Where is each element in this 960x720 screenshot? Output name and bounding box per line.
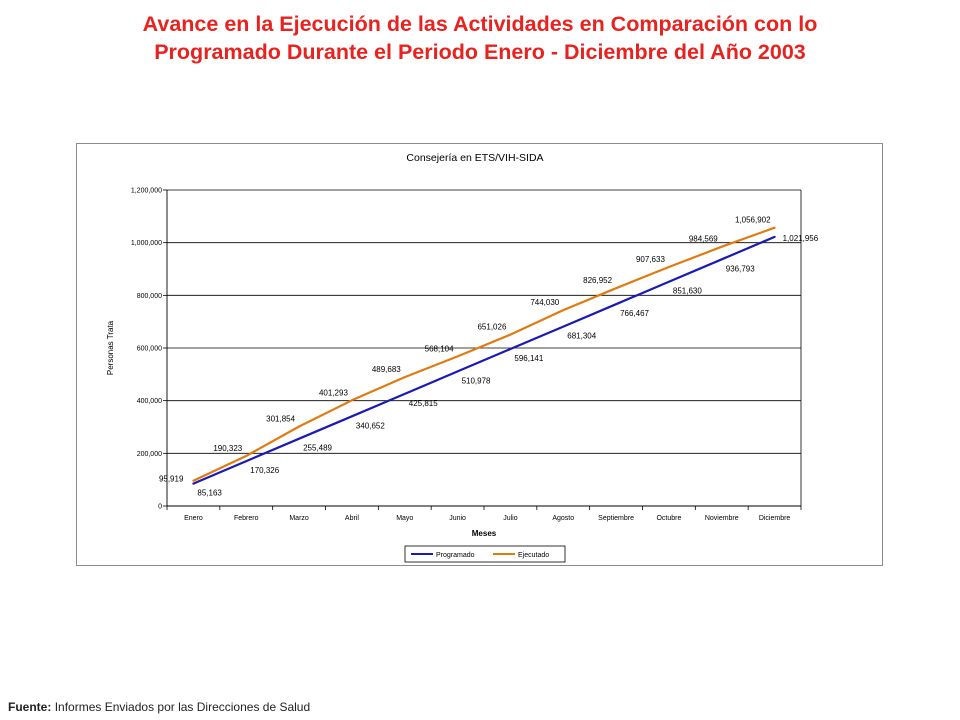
line-chart: Consejería en ETS/VIH-SIDA Meses Persona… — [106, 152, 819, 563]
slide-title-line-1: Avance en la Ejecución de las Actividade… — [142, 12, 818, 36]
y-axis-title: Personas Trata — [106, 320, 115, 375]
data-label-programado: 936,793 — [726, 264, 755, 273]
data-label-ejecutado: 95,919 — [159, 475, 184, 484]
y-tick-label: 1,200,000 — [131, 188, 162, 195]
data-label-ejecutado: 744,030 — [530, 298, 559, 307]
data-label-programado: 766,467 — [620, 309, 649, 318]
data-label-programado: 1,021,956 — [783, 234, 819, 243]
x-tick-label: Junio — [449, 515, 466, 522]
y-tick-label: 200,000 — [137, 451, 162, 458]
data-label-ejecutado: 568,104 — [425, 344, 454, 353]
source-note: Fuente: Informes Enviados por las Direcc… — [8, 700, 310, 714]
data-label-programado: 851,630 — [673, 287, 702, 296]
data-label-ejecutado: 651,026 — [477, 323, 506, 332]
y-tick-label: 0 — [158, 504, 162, 511]
data-label-programado: 85,163 — [197, 489, 222, 498]
x-tick-label: Abril — [345, 515, 359, 522]
legend-label-ejecutado: Ejecutado — [518, 552, 549, 559]
data-label-ejecutado: 401,293 — [319, 388, 348, 397]
axes: 0 200,000 400,000 600,000 800,000 1,000,000 1,… — [131, 188, 802, 522]
slide-title: Avance en la Ejecución de las Actividade… — [0, 10, 960, 66]
series-line-programado — [192, 235, 776, 485]
x-tick-label: Octubre — [656, 515, 681, 522]
data-label-programado: 596,141 — [514, 354, 543, 363]
x-tick-label: Julio — [503, 515, 518, 522]
data-label-ejecutado: 190,323 — [213, 444, 242, 453]
chart-frame: Consejería en ETS/VIH-SIDA Meses Persona… — [76, 143, 883, 566]
data-label-ejecutado: 826,952 — [583, 276, 612, 285]
data-label-programado: 510,978 — [462, 376, 491, 385]
x-tick-label: Septiembre — [598, 515, 634, 522]
legend-box — [404, 545, 566, 563]
data-label-ejecutado: 984,569 — [689, 235, 718, 244]
series-line-ejecutado — [192, 226, 776, 482]
y-tick-label: 600,000 — [137, 346, 162, 353]
y-tick-label: 800,000 — [137, 293, 162, 300]
data-label-ejecutado: 489,683 — [372, 365, 401, 374]
data-label-ejecutado: 301,854 — [266, 415, 295, 424]
source-text: Informes Enviados por las Direcciones de… — [54, 700, 311, 714]
x-tick-label: Mayo — [396, 515, 413, 522]
x-tick-label: Febrero — [234, 515, 259, 522]
source-label: Fuente: — [8, 700, 52, 714]
x-tick-label: Noviembre — [705, 515, 739, 522]
y-tick-label: 400,000 — [137, 398, 162, 405]
data-label-ejecutado: 907,633 — [636, 255, 665, 264]
data-label-programado: 170,326 — [250, 466, 279, 475]
gridlines — [167, 189, 802, 506]
data-label-programado: 340,652 — [356, 421, 385, 430]
x-tick-label: Marzo — [289, 515, 309, 522]
slide-title-line-2: Programado Durante el Periodo Enero - Di… — [154, 40, 806, 64]
series-lines — [192, 226, 776, 485]
x-tick-label: Diciembre — [759, 515, 791, 522]
legend-label-programado: Programado — [436, 552, 475, 559]
x-tick-label: Enero — [184, 515, 203, 522]
data-labels: 85,163 170,326 255,489 340,652 425,815 510,97… — [159, 216, 819, 498]
data-label-programado: 425,815 — [409, 399, 438, 408]
x-tick-label: Agosto — [552, 515, 574, 522]
y-tick-label: 1,000,000 — [131, 240, 162, 247]
data-label-ejecutado: 1,056,902 — [735, 216, 771, 225]
chart-title: Consejería en ETS/VIH-SIDA — [406, 152, 543, 164]
x-axis-title: Meses — [472, 529, 497, 538]
data-label-programado: 681,304 — [567, 332, 596, 341]
data-label-programado: 255,489 — [303, 444, 332, 453]
legend: Programado Ejecutado — [404, 545, 566, 563]
